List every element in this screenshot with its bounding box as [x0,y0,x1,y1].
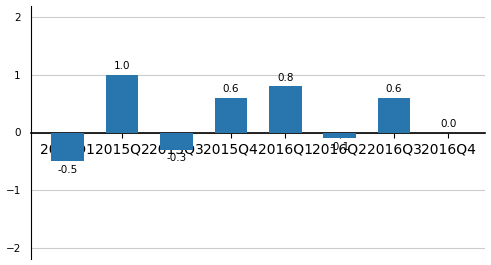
Text: 0.8: 0.8 [277,73,294,83]
Text: 1.0: 1.0 [114,61,130,71]
Bar [324,132,356,138]
Bar [378,98,410,132]
Text: -0.3: -0.3 [166,153,187,163]
Text: -0.1: -0.1 [329,142,350,152]
Bar [160,132,193,150]
Text: 0.0: 0.0 [440,119,457,129]
Bar [269,86,301,132]
Bar [215,98,247,132]
Text: 0.6: 0.6 [386,85,402,94]
Bar [52,132,84,161]
Text: 0.6: 0.6 [222,85,239,94]
Bar [106,75,138,132]
Text: -0.5: -0.5 [57,165,78,175]
